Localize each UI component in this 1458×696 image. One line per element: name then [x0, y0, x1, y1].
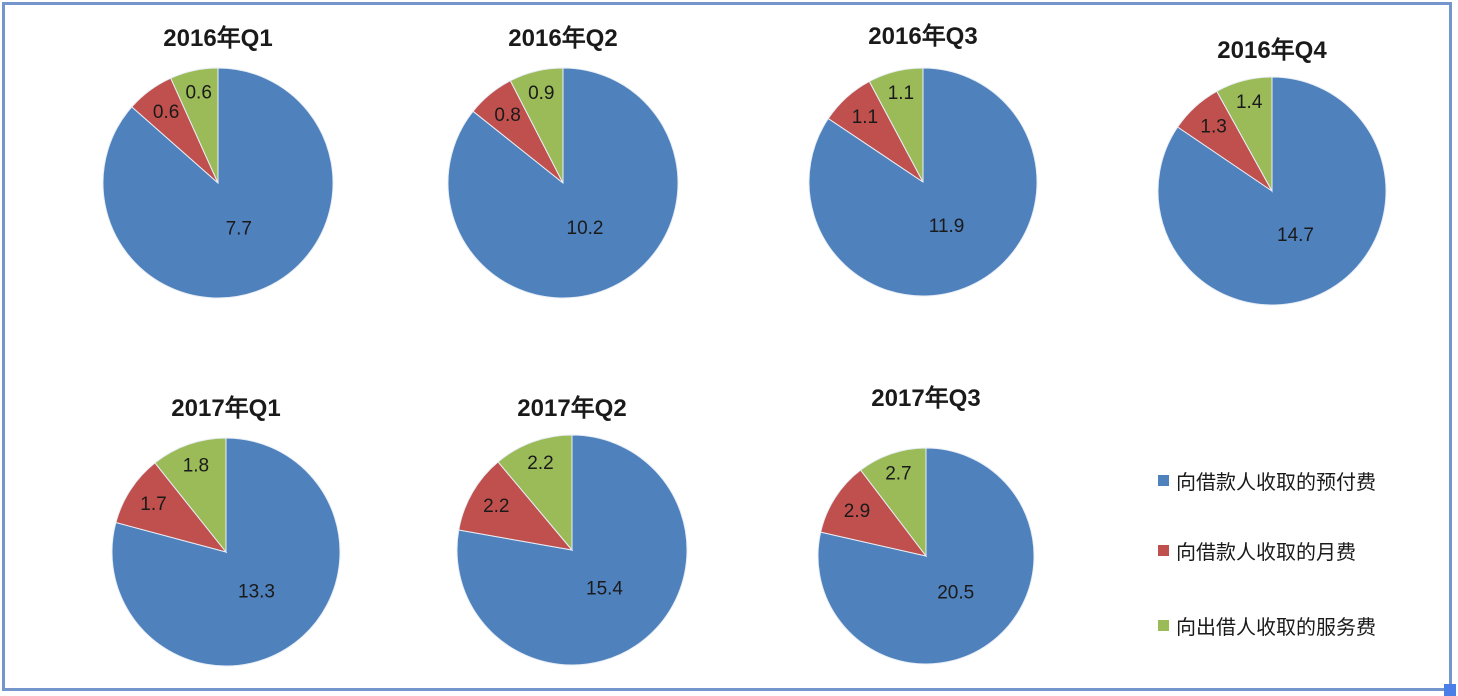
pie-title-2016-q2: 2016年Q2	[508, 25, 618, 52]
slice-value-label-monthly-fee: 1.3	[1200, 117, 1226, 138]
pie-chart-2016-q2: 2016年Q2 10.2 0.8 0.9	[393, 18, 733, 299]
legend-label-service-fee: 向出借人收取的服务费	[1176, 616, 1376, 639]
pie-slice-service-fee[interactable]	[154, 437, 227, 554]
pie-svg-2[interactable]: 11.9 1.1 1.1	[807, 66, 1039, 298]
pie-slice-service-fee[interactable]	[868, 67, 924, 183]
slice-value-label-prepaid-fee: 13.3	[238, 581, 275, 602]
slice-value-label-prepaid-fee: 15.4	[586, 578, 623, 599]
pie-slice-service-fee[interactable]	[1216, 76, 1273, 193]
legend-label-prepaid-fee: 向借款人收取的预付费	[1176, 471, 1376, 494]
legend-item-monthly-fee[interactable]: 向借款人收取的月费	[1158, 538, 1356, 564]
pie-slice-monthly-fee[interactable]	[458, 461, 574, 551]
slice-value-label-prepaid-fee: 20.5	[937, 583, 974, 604]
pie-slice-prepaid-fee[interactable]	[817, 447, 1035, 665]
pie-title-2017-q2: 2017年Q2	[517, 395, 627, 422]
pie-title-2016-q4: 2016年Q4	[1217, 37, 1327, 64]
legend-swatch-blue-icon	[1158, 474, 1169, 486]
slice-value-label-service-fee: 1.8	[183, 455, 209, 476]
pie-chart-2017-q1: 2017年Q1 13.3 1.7 1.8	[56, 388, 396, 667]
pie-svg-0[interactable]: 7.7 0.6 0.6	[101, 66, 335, 300]
pie-svg-3[interactable]: 14.7 1.3 1.4	[1156, 75, 1388, 307]
slice-value-label-service-fee: 1.4	[1236, 92, 1263, 113]
pie-chart-2017-q2: 2017年Q2 15.4 2.2 2.2	[402, 388, 742, 666]
pie-svg-5[interactable]: 15.4 2.2 2.2	[455, 433, 689, 667]
slice-value-label-monthly-fee: 2.9	[844, 501, 870, 522]
slice-value-label-prepaid-fee: 11.9	[929, 216, 965, 237]
pie-title-2017-q1: 2017年Q1	[171, 395, 281, 422]
pie-title-2017-q3: 2017年Q3	[871, 385, 981, 412]
pie-chart-2016-q1: 2016年Q1 7.7 0.6 0.6	[48, 18, 388, 299]
slice-value-label-prepaid-fee: 14.7	[1277, 225, 1314, 246]
pie-slice-service-fee[interactable]	[170, 67, 219, 184]
slice-value-label-monthly-fee: 2.2	[483, 496, 509, 517]
pie-svg-4[interactable]: 13.3 1.7 1.8	[110, 436, 342, 668]
slice-value-label-monthly-fee: 1.7	[140, 494, 166, 515]
legend-swatch-red-icon	[1158, 544, 1169, 556]
pie-slice-service-fee[interactable]	[859, 447, 927, 558]
pie-slice-monthly-fee[interactable]	[820, 469, 928, 557]
slice-value-label-service-fee: 2.7	[885, 464, 911, 485]
legend-item-service-fee[interactable]: 向出借人收取的服务费	[1158, 613, 1376, 639]
pie-title-2016-q1: 2016年Q1	[163, 25, 273, 52]
slice-value-label-monthly-fee: 1.1	[852, 107, 878, 128]
pie-slice-service-fee[interactable]	[497, 434, 573, 552]
legend-label-monthly-fee: 向借款人收取的月费	[1176, 541, 1356, 564]
slice-value-label-service-fee: 0.6	[185, 83, 211, 104]
slice-value-label-service-fee: 2.2	[527, 453, 553, 474]
legend-swatch-green-icon	[1158, 619, 1169, 631]
pie-svg-1[interactable]: 10.2 0.8 0.9	[446, 66, 680, 300]
legend-item-prepaid-fee[interactable]: 向借款人收取的预付费	[1158, 468, 1376, 494]
pie-slice-service-fee[interactable]	[509, 67, 564, 184]
slice-value-label-service-fee: 0.9	[528, 83, 554, 104]
pie-svg-6[interactable]: 20.5 2.9 2.7	[816, 446, 1036, 666]
slice-value-label-prepaid-fee: 7.7	[226, 219, 252, 240]
pie-slice-monthly-fee[interactable]	[115, 462, 228, 553]
chart-legend: 向借款人收取的预付费 向借款人收取的月费 向出借人收取的服务费	[1158, 468, 1458, 648]
slice-value-label-prepaid-fee: 10.2	[567, 218, 604, 239]
pie-chart-2016-q3: 2016年Q3 11.9 1.1 1.1	[753, 16, 1093, 297]
slice-value-label-monthly-fee: 0.6	[153, 102, 179, 123]
slice-value-label-service-fee: 1.1	[888, 83, 914, 104]
pie-chart-2017-q3: 2017年Q3 20.5 2.9 2.7	[756, 378, 1096, 665]
pie-title-2016-q3: 2016年Q3	[868, 23, 978, 50]
resize-handle[interactable]	[1444, 684, 1456, 696]
slice-value-label-monthly-fee: 0.8	[494, 105, 520, 126]
pie-chart-2016-q4: 2016年Q4 14.7 1.3 1.4	[1102, 30, 1442, 306]
